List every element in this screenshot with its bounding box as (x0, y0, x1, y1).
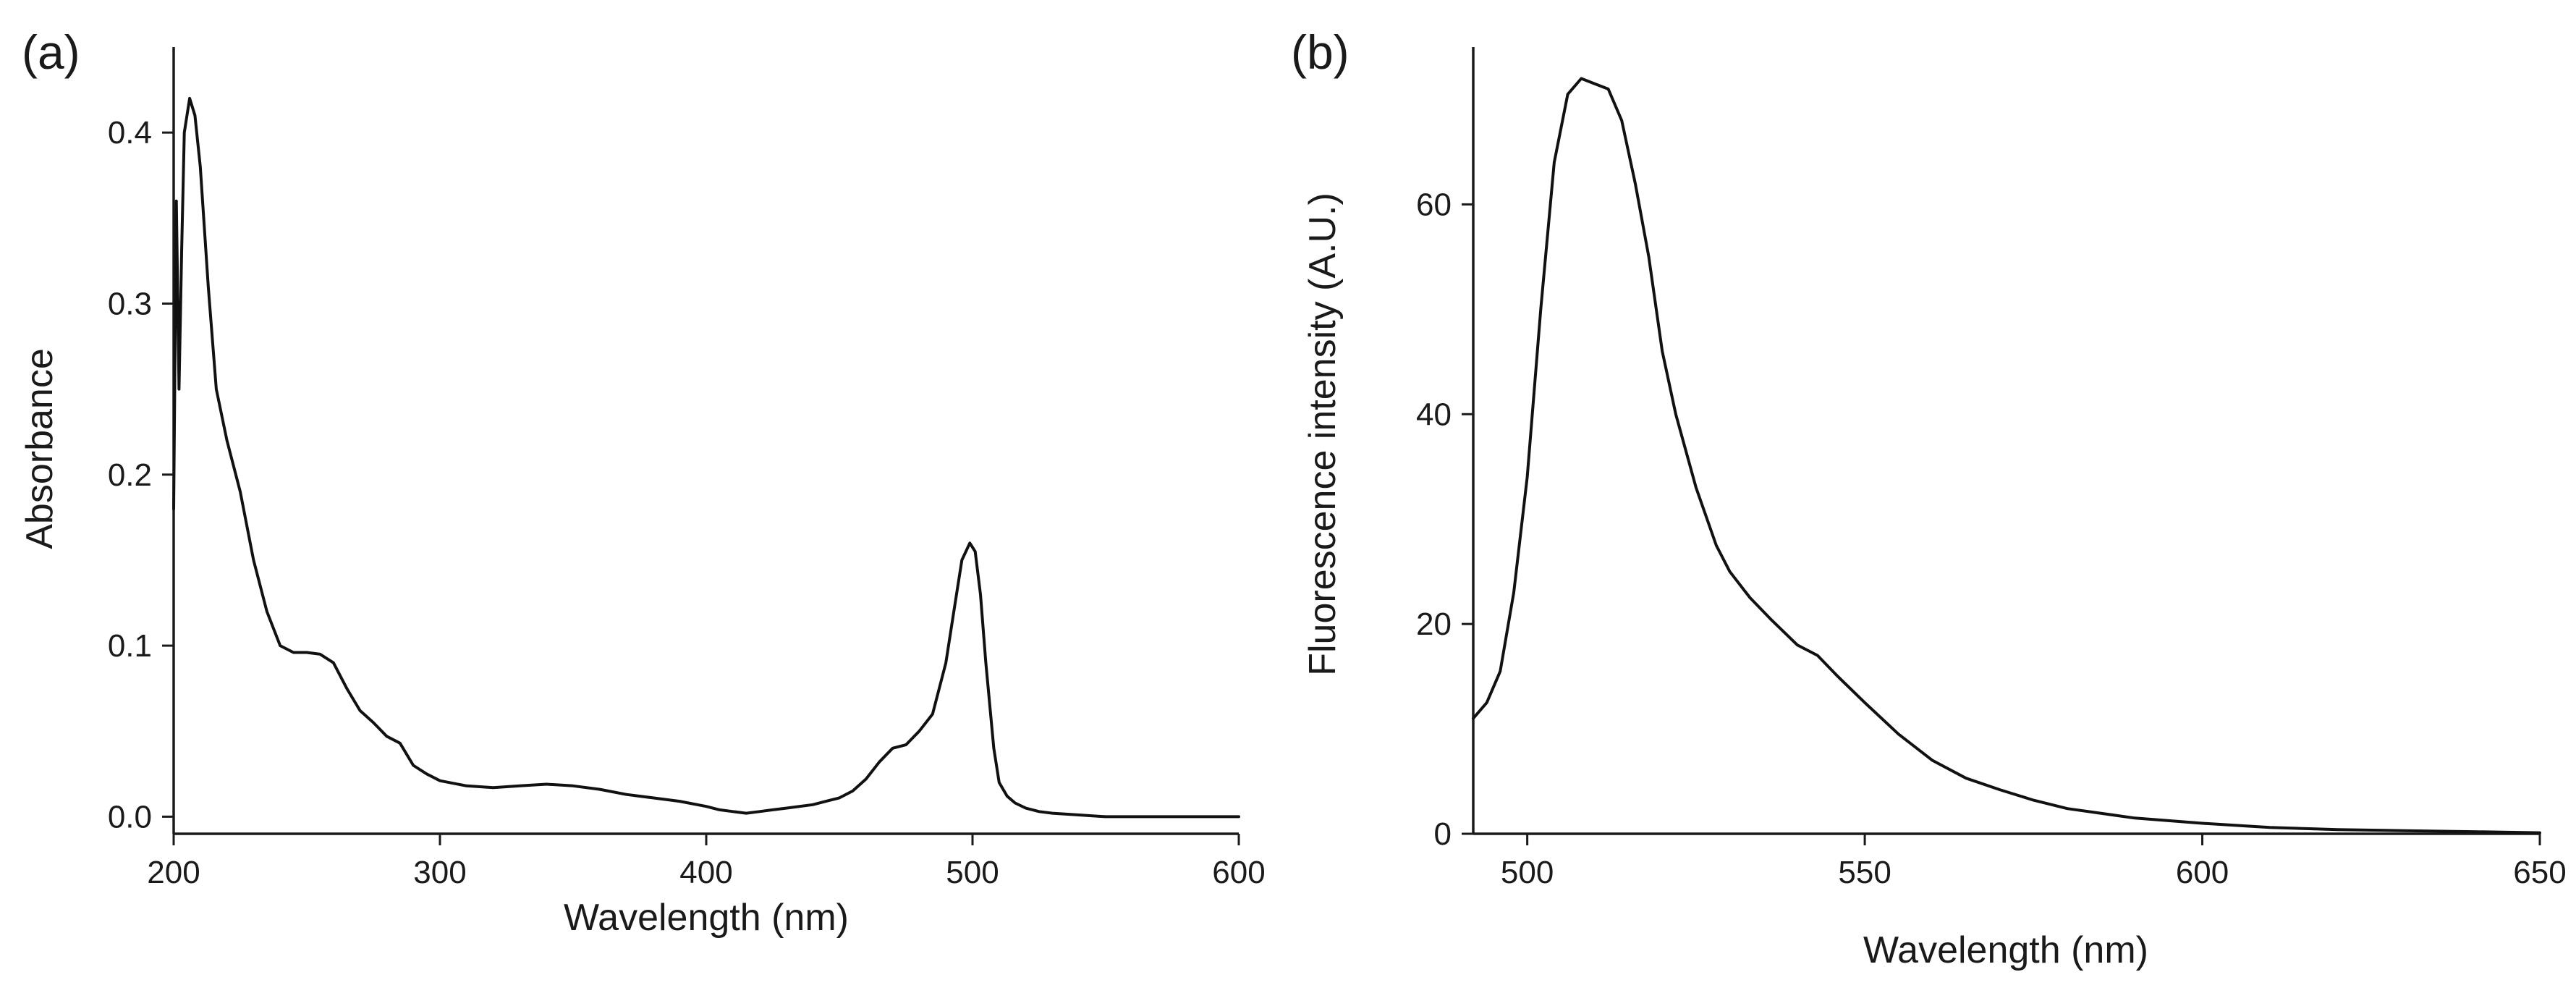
y-tick-label: 0.4 (108, 115, 152, 151)
y-tick-label: 0.1 (108, 628, 152, 664)
x-tick-label: 550 (1838, 855, 1891, 890)
x-tick-label: 600 (1212, 855, 1265, 890)
panel-label-b: (b) (1291, 25, 1350, 79)
axis-ticks (1462, 203, 2541, 845)
panel-label-a: (a) (22, 25, 80, 79)
x-tick-label: 200 (147, 855, 200, 890)
x-axis-title: Wavelength (nm) (1863, 929, 2148, 971)
absorbance-chart: (a) 200 300 400 500 600 0.0 0.1 0.2 0.3 0.4 Wavel… (19, 25, 1266, 939)
y-tick-label: 0.3 (108, 286, 152, 321)
x-tick-label: 500 (946, 855, 999, 890)
axis-ticks (162, 131, 1240, 845)
series-line-absorbance (172, 96, 1240, 819)
series-line-fluorescence (1472, 77, 2541, 834)
x-axis-title: Wavelength (nm) (564, 897, 849, 939)
y-tick-label: 20 (1416, 607, 1452, 642)
y-tick-label: 40 (1416, 397, 1452, 432)
tick-labels: 500 550 600 650 0 20 40 60 (1416, 187, 2567, 890)
y-tick-label: 60 (1416, 187, 1452, 222)
tick-labels: 200 300 400 500 600 0.0 0.1 0.2 0.3 0.4 (108, 115, 1266, 890)
y-axis-title: Fluorescence intensity (A.U.) (1302, 193, 1344, 676)
x-tick-label: 300 (413, 855, 466, 890)
x-tick-label: 650 (2513, 855, 2566, 890)
x-tick-label: 400 (679, 855, 732, 890)
y-axis-title: Absorbance (19, 348, 61, 549)
y-tick-label: 0.0 (108, 799, 152, 834)
x-tick-label: 500 (1501, 855, 1554, 890)
y-tick-label: 0 (1434, 816, 1452, 852)
y-tick-label: 0.2 (108, 457, 152, 493)
x-tick-label: 600 (2176, 855, 2229, 890)
